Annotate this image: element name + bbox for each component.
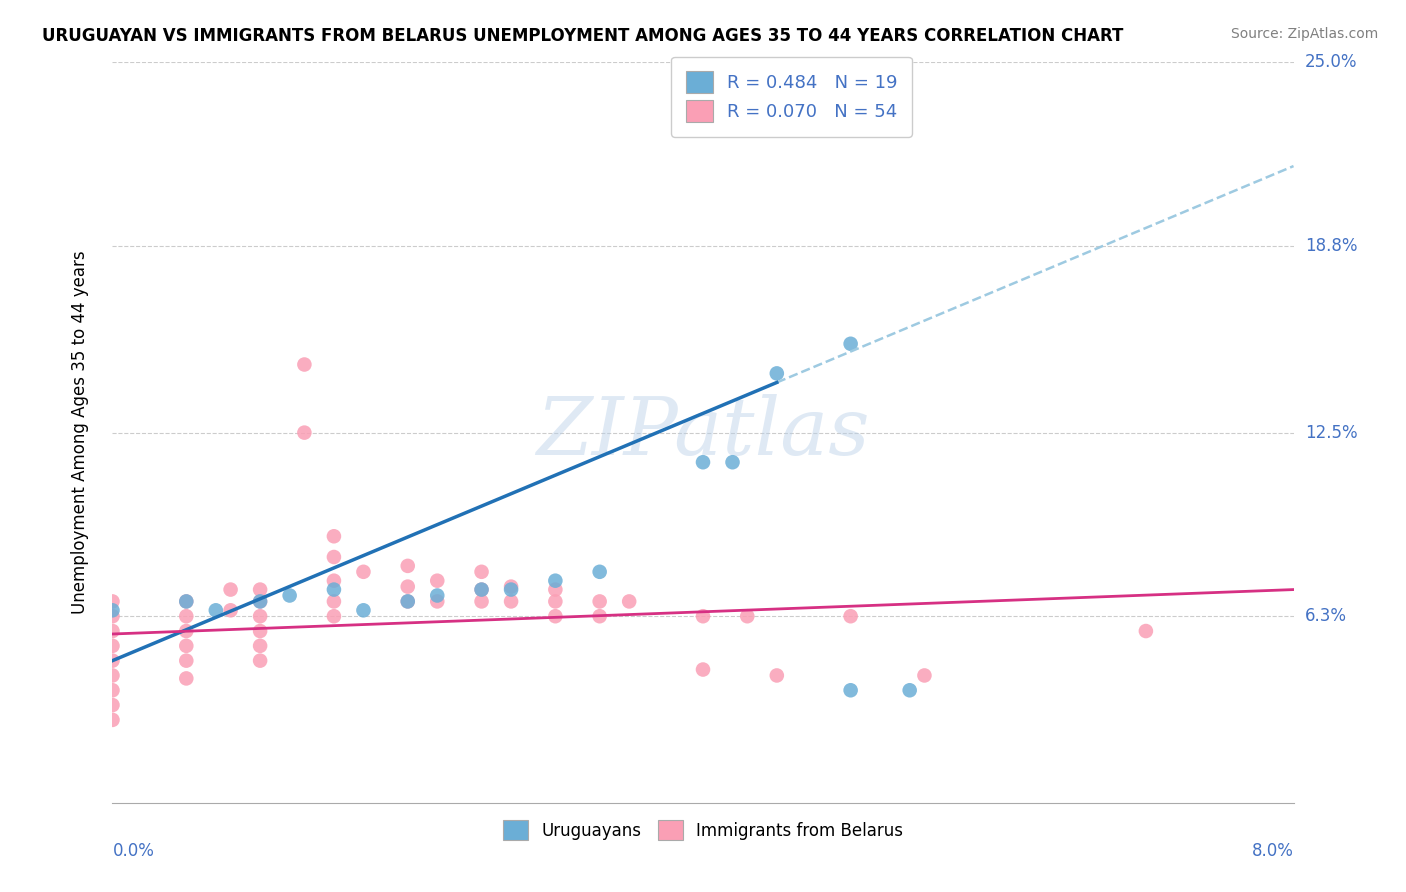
Point [101,654,124,668]
Point [588,609,610,624]
Point [101,603,124,617]
Point [174,624,197,638]
Point [323,529,346,543]
Legend: Uruguayans, Immigrants from Belarus: Uruguayans, Immigrants from Belarus [489,806,917,854]
Point [323,582,346,597]
Point [544,594,567,608]
Point [101,713,124,727]
Text: 25.0%: 25.0% [1305,54,1357,71]
Point [174,609,197,624]
Point [323,609,346,624]
Point [737,609,759,624]
Text: Source: ZipAtlas.com: Source: ZipAtlas.com [1230,27,1378,41]
Point [588,594,610,608]
Point [471,582,494,597]
Point [1135,624,1157,638]
Text: 8.0%: 8.0% [1251,842,1294,860]
Point [839,336,862,351]
Point [471,594,494,608]
Point [101,698,124,712]
Text: URUGUAYAN VS IMMIGRANTS FROM BELARUS UNEMPLOYMENT AMONG AGES 35 TO 44 YEARS CORR: URUGUAYAN VS IMMIGRANTS FROM BELARUS UNE… [42,27,1123,45]
Point [219,582,242,597]
Text: 0.0%: 0.0% [112,842,155,860]
Point [721,455,744,469]
Point [101,668,124,682]
Point [426,594,449,608]
Point [898,683,921,698]
Point [692,455,714,469]
Point [249,594,271,608]
Point [219,603,242,617]
Point [765,367,787,381]
Point [101,639,124,653]
Point [501,580,523,594]
Point [249,582,271,597]
Point [249,609,271,624]
Point [174,594,197,608]
Point [544,609,567,624]
Point [352,603,374,617]
Point [396,558,419,573]
Point [839,683,862,698]
Point [174,594,197,608]
Point [501,594,523,608]
Point [471,582,494,597]
Point [426,574,449,588]
Point [292,425,315,440]
Point [839,609,862,624]
Point [737,55,759,70]
Point [765,668,787,682]
Point [323,594,346,608]
Point [619,594,641,608]
Point [692,663,714,677]
Text: 18.8%: 18.8% [1305,237,1357,255]
Text: ZIPatlas: ZIPatlas [536,394,870,471]
Point [278,589,301,603]
Point [396,594,419,608]
Point [174,672,197,686]
Point [692,609,714,624]
Point [544,574,567,588]
Point [249,624,271,638]
Point [396,594,419,608]
Point [501,582,523,597]
Point [292,358,315,372]
Point [174,654,197,668]
Point [323,549,346,564]
Point [101,683,124,698]
Point [101,624,124,638]
Text: 12.5%: 12.5% [1305,424,1357,442]
Point [426,589,449,603]
Point [323,574,346,588]
Point [205,603,228,617]
Point [101,609,124,624]
Point [249,594,271,608]
Point [396,580,419,594]
Point [352,565,374,579]
Point [101,594,124,608]
Point [588,565,610,579]
Point [914,668,936,682]
Point [471,565,494,579]
Point [249,654,271,668]
Point [249,639,271,653]
Point [174,639,197,653]
Y-axis label: Unemployment Among Ages 35 to 44 years: Unemployment Among Ages 35 to 44 years [70,251,89,615]
Point [544,582,567,597]
Text: 6.3%: 6.3% [1305,607,1347,625]
